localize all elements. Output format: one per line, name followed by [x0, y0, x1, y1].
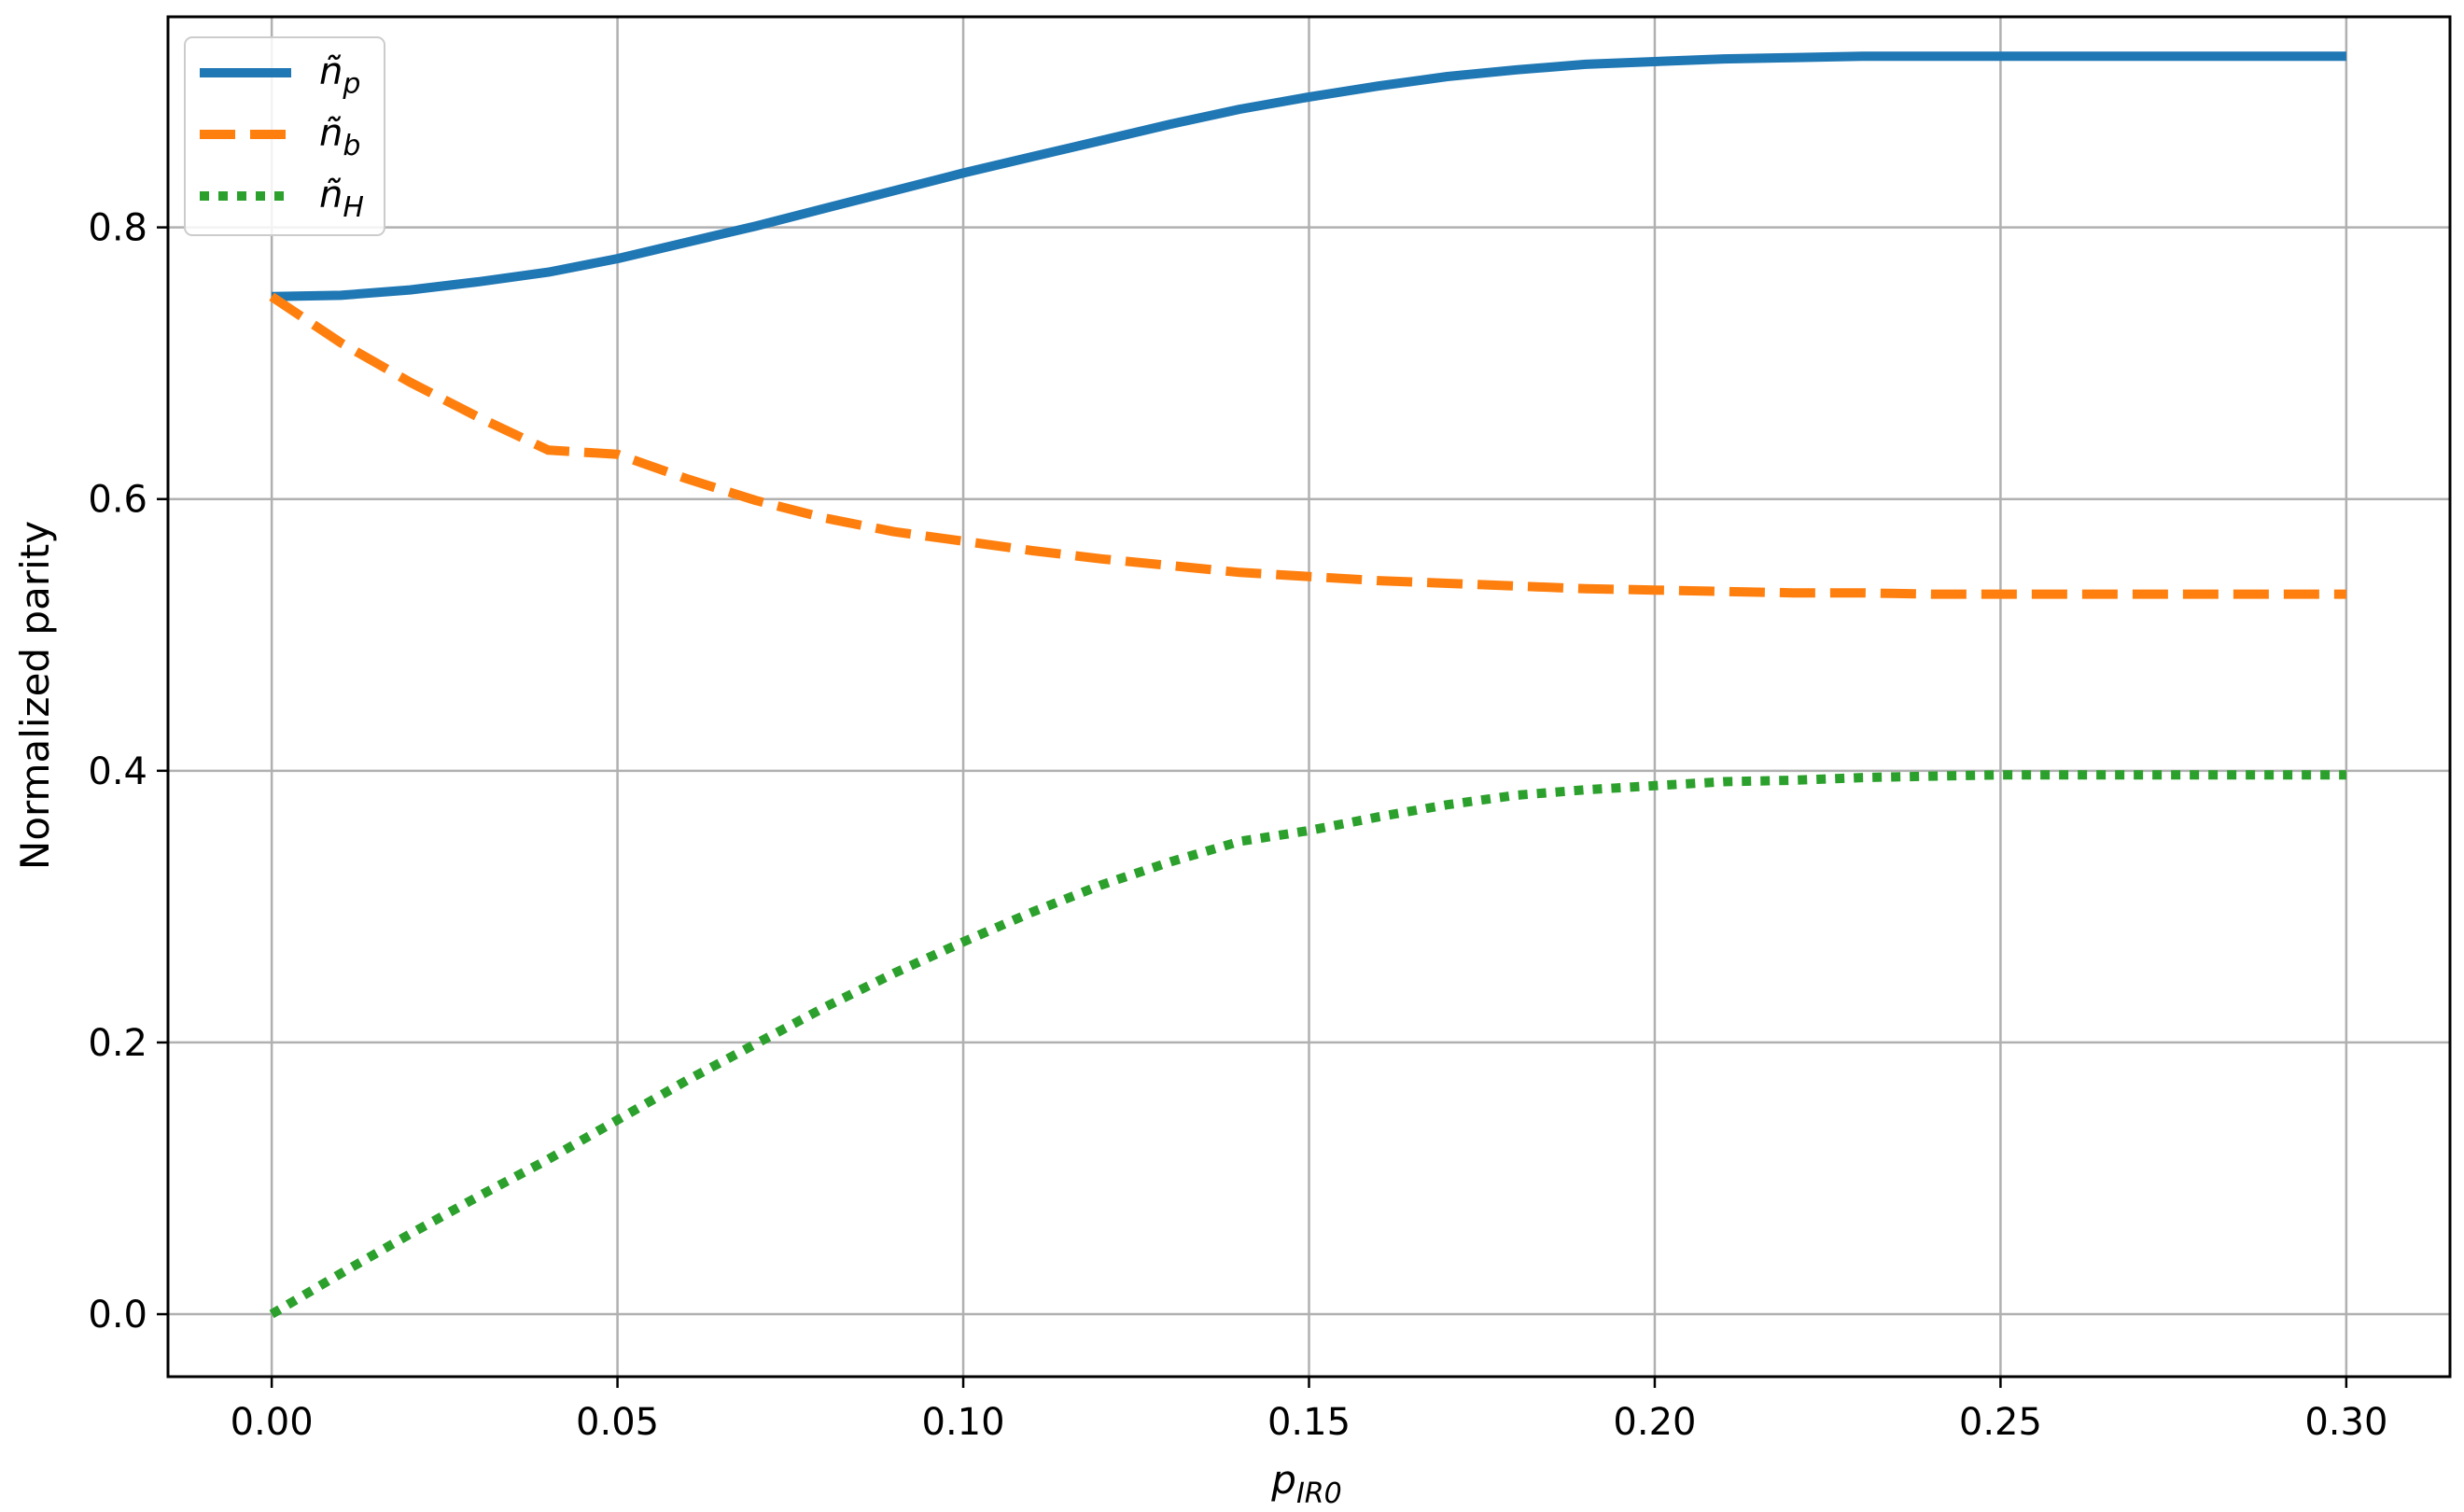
series-line-p	[272, 51, 2346, 301]
y-tick-label: 0.6	[88, 479, 147, 522]
legend-label-p: ñp	[319, 50, 360, 101]
x-tick-label: 0.10	[922, 1401, 1005, 1444]
y-tick-label: 0.4	[88, 750, 147, 793]
x-tick-label: 0.25	[1959, 1401, 2042, 1444]
x-tick-label: 0.15	[1267, 1401, 1351, 1444]
y-tick-label: 0.8	[88, 207, 147, 250]
series-line-b	[269, 292, 2346, 599]
y-tick-label: 0.0	[88, 1294, 147, 1337]
x-axis-label-subscript: IR0	[1296, 1477, 1342, 1510]
series-line-h	[269, 770, 2346, 1319]
legend-label-h: ñH	[319, 174, 364, 224]
x-tick-label: 0.30	[2304, 1401, 2387, 1444]
x-tick-label: 0.20	[1613, 1401, 1696, 1444]
legend: ñp ñb ñH	[184, 36, 385, 236]
x-axis-label-main: p	[1270, 1457, 1296, 1503]
x-axis-label: pIR0	[1270, 1457, 1341, 1510]
series-lines	[269, 51, 2346, 1319]
x-tick-label: 0.00	[231, 1401, 314, 1444]
x-axis-ticks: 0.00 0.05 0.10 0.15 0.20 0.25 0.30	[231, 1377, 2387, 1444]
y-axis-label: Normalized parity	[12, 521, 58, 870]
y-axis-ticks: 0.0 0.2 0.4 0.6 0.8	[88, 207, 168, 1337]
grid	[168, 17, 2450, 1377]
y-tick-label: 0.2	[88, 1022, 147, 1065]
x-tick-label: 0.05	[576, 1401, 659, 1444]
legend-label-b: ñb	[319, 112, 360, 162]
